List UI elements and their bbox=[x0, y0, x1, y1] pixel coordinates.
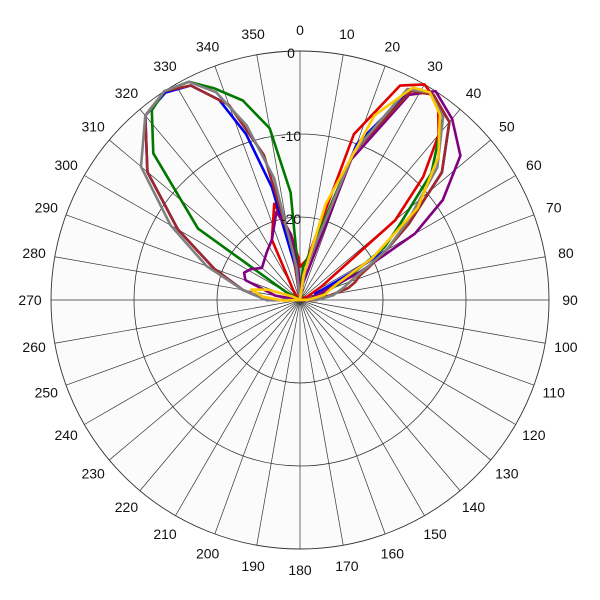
angle-gridline bbox=[109, 299, 301, 461]
angle-tick-label: 200 bbox=[196, 546, 220, 562]
angle-gridline bbox=[65, 299, 301, 386]
angle-tick-label: 260 bbox=[22, 339, 46, 355]
angle-tick-label: 100 bbox=[554, 339, 578, 355]
angle-tick-label: 140 bbox=[462, 499, 486, 515]
angle-gridline bbox=[139, 109, 301, 301]
angle-gridline bbox=[299, 214, 535, 301]
angle-gridline bbox=[175, 84, 301, 301]
angle-tick-label: 180 bbox=[288, 562, 312, 578]
radial-tick-label: 0 bbox=[287, 45, 295, 61]
angle-tick-label: 110 bbox=[543, 384, 566, 400]
angle-gridline bbox=[84, 175, 301, 301]
angle-tick-label: 170 bbox=[335, 558, 359, 574]
angle-tick-label: 220 bbox=[115, 499, 139, 515]
angle-tick-label: 70 bbox=[546, 200, 562, 216]
angle-tick-label: 340 bbox=[196, 38, 220, 54]
angle-tick-label: 250 bbox=[35, 384, 59, 400]
angle-tick-label: 50 bbox=[499, 118, 515, 134]
angle-gridline bbox=[54, 299, 301, 344]
angle-tick-label: 150 bbox=[423, 526, 447, 542]
angle-tick-label: 80 bbox=[558, 245, 574, 261]
angle-gridline bbox=[256, 299, 301, 546]
angle-gridline bbox=[175, 299, 301, 516]
angle-gridline bbox=[299, 256, 546, 301]
angle-gridline bbox=[299, 84, 425, 301]
angle-gridline bbox=[299, 299, 386, 535]
angle-tick-label: 270 bbox=[18, 292, 42, 308]
angle-tick-label: 30 bbox=[427, 58, 443, 74]
angle-tick-label: 120 bbox=[522, 427, 546, 443]
angle-tick-label: 350 bbox=[241, 26, 265, 42]
angle-gridline bbox=[299, 109, 461, 301]
series-line-7 bbox=[250, 86, 442, 302]
angle-gridline bbox=[84, 299, 301, 425]
angle-gridline bbox=[214, 299, 301, 535]
angle-tick-label: 280 bbox=[22, 245, 46, 261]
angle-tick-label: 130 bbox=[495, 466, 519, 482]
angle-gridline bbox=[299, 299, 516, 425]
angle-tick-label: 330 bbox=[153, 58, 177, 74]
angle-tick-label: 20 bbox=[385, 38, 401, 54]
angle-tick-label: 40 bbox=[466, 85, 482, 101]
angle-tick-label: 160 bbox=[381, 546, 405, 562]
angle-tick-label: 240 bbox=[54, 427, 78, 443]
angle-tick-label: 90 bbox=[562, 292, 578, 308]
series-line-1 bbox=[270, 83, 440, 302]
radial-tick-label: -20 bbox=[281, 211, 301, 227]
angle-gridline bbox=[299, 299, 461, 491]
angle-tick-label: 0 bbox=[296, 22, 304, 38]
angle-tick-label: 60 bbox=[526, 157, 542, 173]
angle-tick-label: 320 bbox=[115, 85, 139, 101]
angle-gridline bbox=[139, 299, 301, 491]
angle-tick-label: 300 bbox=[54, 157, 78, 173]
angle-gridline bbox=[299, 299, 344, 546]
angle-tick-label: 310 bbox=[81, 118, 105, 134]
angle-gridline bbox=[299, 299, 425, 516]
angle-tick-label: 210 bbox=[153, 526, 177, 542]
angle-gridline bbox=[299, 299, 535, 386]
angle-tick-label: 290 bbox=[35, 200, 59, 216]
angle-tick-label: 10 bbox=[339, 26, 355, 42]
angle-tick-label: 190 bbox=[241, 558, 265, 574]
angle-tick-label: 230 bbox=[81, 466, 105, 482]
radial-tick-label: -10 bbox=[281, 128, 301, 144]
angle-gridline bbox=[299, 299, 546, 344]
angle-gridline bbox=[54, 256, 301, 301]
angle-gridline bbox=[299, 299, 491, 461]
angle-gridline bbox=[65, 214, 301, 301]
